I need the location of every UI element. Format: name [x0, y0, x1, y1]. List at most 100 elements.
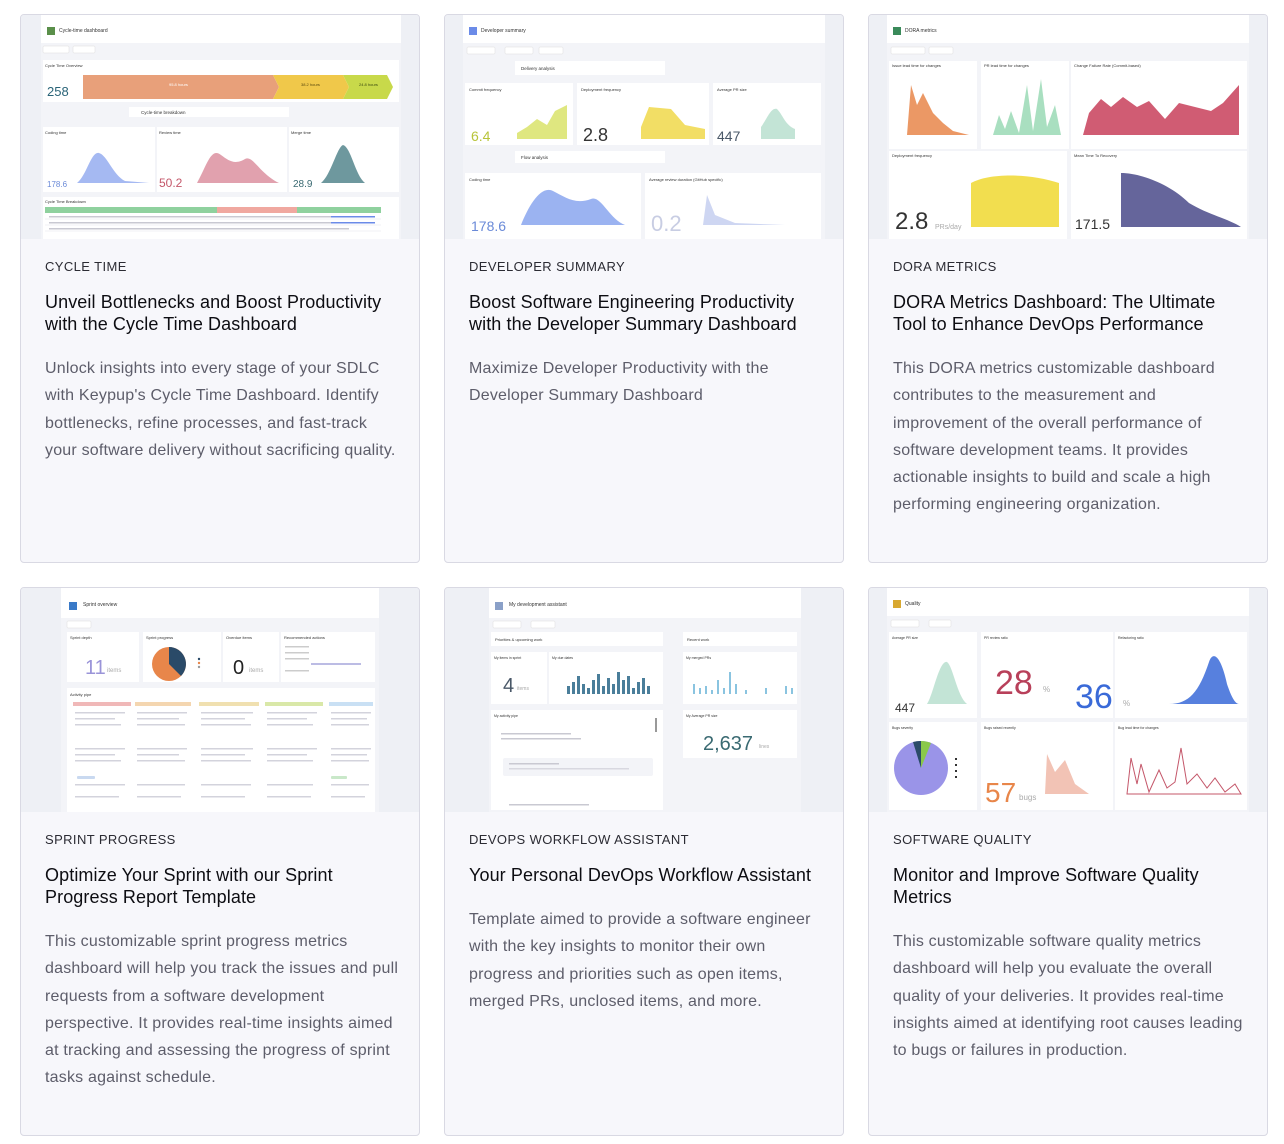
svg-text:items: items: [249, 668, 263, 674]
svg-text:2.8: 2.8: [583, 125, 608, 145]
svg-text:11: 11: [85, 657, 106, 679]
svg-text:My activity pipe: My activity pipe: [494, 714, 518, 718]
svg-text:Commit frequency: Commit frequency: [469, 87, 501, 92]
svg-text:My items in sprint: My items in sprint: [494, 656, 521, 660]
cycle-time-preview-image: Cycle-time dashboard Cycle Time Overview…: [21, 15, 419, 239]
svg-text:2,637: 2,637: [703, 733, 753, 755]
svg-text:36: 36: [1075, 678, 1113, 716]
card-category: SPRINT PROGRESS: [45, 832, 176, 847]
svg-text:Bugs severity: Bugs severity: [892, 726, 913, 730]
svg-text:Delivery analysis: Delivery analysis: [521, 66, 556, 71]
card-category: DORA METRICS: [893, 259, 997, 274]
overview-value: 258: [47, 84, 69, 99]
software-quality-preview-image: Quality Average PR size PR review ratio …: [869, 588, 1267, 812]
svg-text:178.6: 178.6: [471, 218, 506, 234]
svg-text:Flow analysis: Flow analysis: [521, 155, 549, 160]
svg-text:Developer summary: Developer summary: [481, 28, 526, 34]
svg-text:Coding time: Coding time: [45, 130, 67, 135]
svg-text:Bug lead time for changes: Bug lead time for changes: [1118, 726, 1159, 730]
card-category: DEVELOPER SUMMARY: [469, 259, 626, 274]
svg-text:50.2: 50.2: [159, 176, 183, 190]
svg-text:Sprint depth: Sprint depth: [70, 635, 92, 640]
svg-text:2.8: 2.8: [895, 208, 928, 235]
card-category: DEVOPS WORKFLOW ASSISTANT: [469, 832, 689, 847]
svg-text:4: 4: [503, 675, 514, 697]
svg-text:My development assistant: My development assistant: [509, 602, 567, 608]
card-category: CYCLE TIME: [45, 259, 127, 274]
card-description: Unlock insights into every stage of your…: [45, 360, 396, 459]
template-card-sprint-progress[interactable]: Sprint overview Sprint depth Sprint prog…: [20, 587, 420, 1136]
svg-text:bugs: bugs: [1019, 793, 1036, 802]
svg-text:Cycle-time breakdown: Cycle-time breakdown: [141, 110, 186, 115]
template-card-devops-workflow-assistant[interactable]: My development assistant Priorities & up…: [444, 587, 844, 1136]
card-title[interactable]: Monitor and Improve Software Quality Met…: [893, 865, 1199, 907]
svg-text:447: 447: [895, 701, 915, 715]
svg-text:items: items: [517, 686, 529, 692]
svg-text:Average PR size: Average PR size: [892, 636, 918, 640]
svg-text:DORA metrics: DORA metrics: [905, 28, 937, 34]
preview-header: Cycle-time dashboard: [59, 28, 108, 34]
card-title[interactable]: Unveil Bottlenecks and Boost Productivit…: [45, 292, 382, 334]
svg-text:38.2 hours: 38.2 hours: [301, 82, 320, 87]
svg-text:Sprint progress: Sprint progress: [146, 635, 173, 640]
svg-text:0: 0: [233, 657, 244, 679]
card-category: SOFTWARE QUALITY: [893, 832, 1032, 847]
svg-text:Merge time: Merge time: [291, 130, 312, 135]
svg-text:28.9: 28.9: [293, 179, 313, 190]
svg-text:%: %: [1043, 685, 1050, 694]
svg-text:PRs/day: PRs/day: [935, 224, 962, 231]
card-description: This DORA metrics customizable dashboard…: [893, 360, 1215, 514]
developer-summary-preview-image: Developer summary Delivery analysis Comm…: [445, 15, 843, 239]
svg-text:Bugs raised recently: Bugs raised recently: [984, 726, 1016, 730]
svg-text:Refactoring ratio: Refactoring ratio: [1118, 636, 1144, 640]
template-card-dora-metrics[interactable]: DORA metrics Issue lead time for changes…: [868, 14, 1268, 563]
svg-text:Change Failure Rate (Commit-ba: Change Failure Rate (Commit-based): [1074, 63, 1141, 68]
svg-text:171.5: 171.5: [1075, 216, 1110, 232]
svg-text:Overdue items: Overdue items: [226, 635, 252, 640]
svg-text:Issue lead time for changes: Issue lead time for changes: [892, 63, 941, 68]
card-title[interactable]: Boost Software Engineering Productivity …: [469, 292, 797, 334]
sprint-progress-preview-image: Sprint overview Sprint depth Sprint prog…: [21, 588, 419, 812]
svg-text:Average PR size: Average PR size: [717, 87, 747, 92]
svg-text:My merged PRs: My merged PRs: [686, 656, 711, 660]
svg-text:Cycle Time Breakdown: Cycle Time Breakdown: [45, 199, 86, 204]
card-title[interactable]: Optimize Your Sprint with our Sprint Pro…: [45, 865, 333, 907]
card-description: Template aimed to provide a software eng…: [469, 911, 811, 1010]
template-card-software-quality[interactable]: Quality Average PR size PR review ratio …: [868, 587, 1268, 1136]
svg-text:Review time: Review time: [159, 130, 182, 135]
svg-text:0.2: 0.2: [651, 211, 682, 236]
svg-text:Mean Time To Recovery: Mean Time To Recovery: [1074, 153, 1117, 158]
svg-text:items: items: [107, 668, 121, 674]
svg-text:Priorities & upcoming work: Priorities & upcoming work: [495, 637, 542, 642]
dora-metrics-preview-image: DORA metrics Issue lead time for changes…: [869, 15, 1267, 239]
svg-text:%: %: [1123, 699, 1130, 708]
svg-text:Deployment frequency: Deployment frequency: [892, 153, 932, 158]
svg-text:Cycle Time Overview: Cycle Time Overview: [45, 63, 83, 68]
svg-text:My due dates: My due dates: [552, 656, 573, 660]
card-title[interactable]: Your Personal DevOps Workflow Assistant: [469, 865, 812, 885]
svg-text:57: 57: [985, 777, 1016, 808]
svg-text:Coding time: Coding time: [469, 177, 491, 182]
svg-text:Recent work: Recent work: [687, 637, 709, 642]
svg-text:24.8 hours: 24.8 hours: [359, 82, 378, 87]
svg-text:Average review duration (GitHu: Average review duration (GitHub specific…: [649, 177, 723, 182]
svg-text:95.8 hours: 95.8 hours: [169, 82, 188, 87]
template-card-developer-summary[interactable]: Developer summary Delivery analysis Comm…: [444, 14, 844, 563]
svg-text:PR lead time for changes: PR lead time for changes: [984, 63, 1029, 68]
template-card-cycle-time[interactable]: Cycle-time dashboard Cycle Time Overview…: [20, 14, 420, 563]
card-description: Maximize Developer Productivity with the…: [469, 360, 769, 405]
svg-text:Quality: Quality: [905, 601, 921, 607]
card-title[interactable]: DORA Metrics Dashboard: The Ultimate Too…: [893, 292, 1216, 334]
card-description: This customizable software quality metri…: [893, 933, 1243, 1060]
svg-text:178.6: 178.6: [47, 180, 68, 189]
svg-text:PR review ratio: PR review ratio: [984, 636, 1008, 640]
svg-text:Activity pipe: Activity pipe: [70, 692, 92, 697]
svg-text:My Average PR size: My Average PR size: [686, 714, 718, 718]
svg-text:lines: lines: [759, 744, 770, 750]
card-description: This customizable sprint progress metric…: [45, 933, 399, 1087]
svg-text:6.4: 6.4: [471, 128, 491, 144]
svg-text:447: 447: [717, 128, 741, 144]
devops-assistant-preview-image: My development assistant Priorities & up…: [445, 588, 843, 812]
svg-text:Recommended actions: Recommended actions: [284, 635, 325, 640]
